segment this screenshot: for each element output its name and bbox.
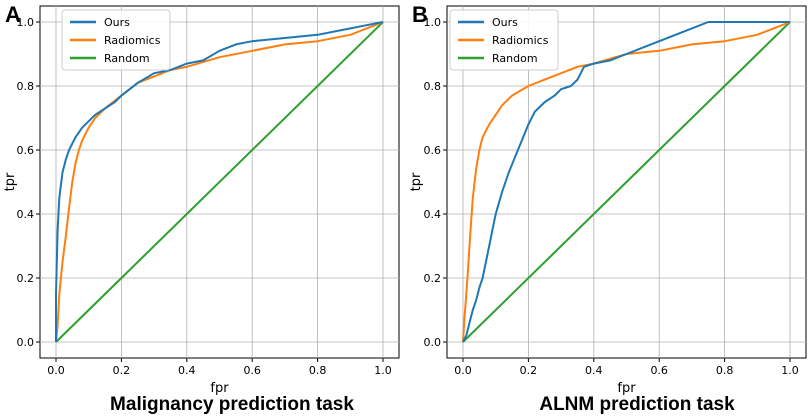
y-tick-label: 0.4 — [17, 208, 35, 221]
legend — [61, 9, 171, 71]
x-tick-label: 0.0 — [47, 364, 65, 377]
panel-a: A Malignancy prediction task 0.0 0.2 0.4 0.… — [3, 2, 400, 415]
x-axis-label: fpr — [210, 381, 229, 396]
x-tick-label: 0.8 — [716, 364, 734, 377]
y-axis-label: tpr — [3, 172, 18, 191]
legend-label: Random — [104, 52, 150, 65]
legend-label: Radiomics — [492, 34, 549, 47]
y-tick-label: 0.0 — [424, 336, 442, 349]
series-line-random — [462, 21, 791, 343]
x-tick-label: 0.6 — [243, 364, 261, 377]
y-tick-label: 1.0 — [17, 16, 35, 29]
x-tick-label: 1.0 — [781, 364, 799, 377]
y-tick-label: 0.6 — [17, 144, 35, 157]
x-tick-label: 0.2 — [113, 364, 131, 377]
panel-a-caption: Malignancy prediction task — [110, 394, 354, 415]
x-tick-label: 0.8 — [309, 364, 327, 377]
y-tick-label: 1.0 — [424, 16, 442, 29]
series-line-ours — [462, 21, 790, 343]
series-line-radiomics — [462, 21, 791, 343]
legend — [449, 9, 559, 71]
y-tick-label: 0.0 — [17, 336, 35, 349]
y-tick-label: 0.4 — [424, 208, 442, 221]
legend-label: Random — [492, 52, 538, 65]
x-tick-label: 1.0 — [374, 364, 392, 377]
legend-label: Ours — [492, 16, 518, 29]
y-tick-label: 0.6 — [424, 144, 442, 157]
series-line-random — [55, 21, 384, 343]
y-tick-label: 0.8 — [17, 80, 35, 93]
panel-b: B ALNM prediction task 0.0 0.2 0.4 0.6 0.8 1.… — [409, 2, 807, 415]
panel-a-letter: A — [5, 2, 21, 27]
legend-label: Ours — [104, 16, 130, 29]
x-tick-label: 0.6 — [650, 364, 668, 377]
y-tick-label: 0.8 — [424, 80, 442, 93]
panel-b-letter: B — [412, 2, 428, 27]
legend-label: Radiomics — [104, 34, 161, 47]
y-tick-label: 0.2 — [424, 272, 442, 285]
x-tick-label: 0.4 — [585, 364, 603, 377]
series-line-ours — [55, 21, 384, 342]
panel-b-caption: ALNM prediction task — [539, 394, 735, 415]
x-tick-label: 0.2 — [520, 364, 538, 377]
y-tick-label: 0.2 — [17, 272, 35, 285]
x-axis-label: fpr — [617, 381, 636, 396]
x-tick-label: 0.0 — [454, 364, 472, 377]
y-axis-label: tpr — [409, 172, 424, 191]
x-tick-label: 0.4 — [178, 364, 196, 377]
